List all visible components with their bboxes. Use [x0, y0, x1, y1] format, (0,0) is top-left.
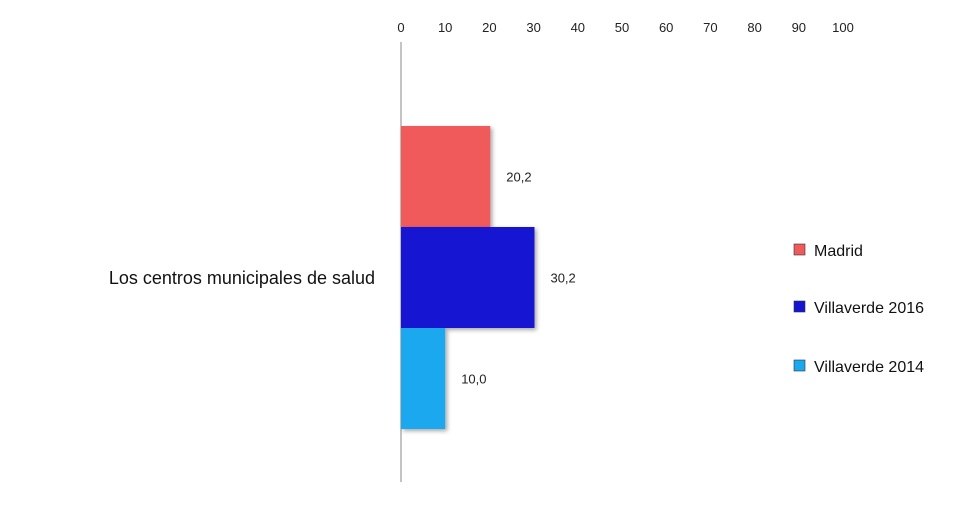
data-label: 30,2 — [550, 271, 575, 286]
x-tick-label: 10 — [438, 20, 452, 35]
x-tick-label: 80 — [747, 20, 761, 35]
legend-label: Villaverde 2016 — [814, 300, 924, 317]
legend-swatch — [793, 300, 806, 313]
data-labels: 20,2 30,2 10,0 — [461, 170, 576, 387]
bar-villaverde-2016 — [401, 227, 535, 328]
x-tick-label: 50 — [615, 20, 629, 35]
legend-swatch — [793, 243, 806, 256]
x-tick-label: 100 — [832, 20, 854, 35]
legend-swatch — [793, 359, 806, 372]
data-label: 10,0 — [461, 372, 486, 387]
x-tick-label: 90 — [792, 20, 806, 35]
x-tick-label: 20 — [482, 20, 496, 35]
x-tick-label: 60 — [659, 20, 673, 35]
x-axis-ticks: 0 10 20 30 40 50 60 70 80 90 100 — [397, 20, 853, 35]
bars — [401, 126, 535, 429]
bar-villaverde-2014 — [401, 328, 446, 429]
legend-label: Madrid — [814, 243, 863, 260]
bar-madrid — [401, 126, 491, 227]
x-tick-label: 70 — [703, 20, 717, 35]
x-tick-label: 0 — [397, 20, 404, 35]
legend-label: Villaverde 2014 — [814, 359, 924, 376]
x-tick-label: 40 — [571, 20, 585, 35]
data-label: 20,2 — [506, 170, 531, 185]
legend: Madrid Villaverde 2016 Villaverde 2014 — [793, 243, 924, 376]
x-tick-label: 30 — [526, 20, 540, 35]
category-label: Los centros municipales de salud — [109, 268, 375, 288]
